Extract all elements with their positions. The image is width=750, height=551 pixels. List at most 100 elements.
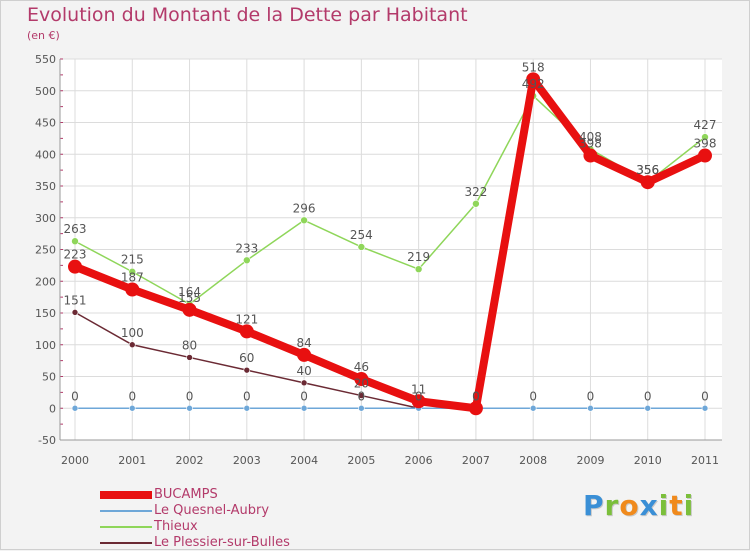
y-tick-label: 400 xyxy=(35,148,56,161)
legend-swatch-le-quesnel-aubry xyxy=(100,510,152,512)
data-label-thieux: 322 xyxy=(464,185,487,199)
data-point-bucamps xyxy=(583,148,598,163)
x-tick-label: 2001 xyxy=(118,454,146,467)
x-tick-label: 2010 xyxy=(634,454,662,467)
data-point-thieux xyxy=(357,243,366,251)
series-line-bucamps xyxy=(71,75,709,413)
data-label-bucamps: 46 xyxy=(354,360,369,374)
data-label-le-quesnel-aubry: 0 xyxy=(128,389,136,403)
data-label-bucamps: 398 xyxy=(694,137,717,151)
x-tick-label: 2002 xyxy=(176,454,204,467)
data-point-bucamps xyxy=(125,282,140,297)
data-label-thieux: 356 xyxy=(636,163,659,177)
data-point-thieux xyxy=(71,237,79,246)
logo-letter: i xyxy=(658,489,670,522)
data-label-le-quesnel-aubry: 0 xyxy=(71,389,79,403)
data-point-le-plessier-sur-bulles xyxy=(300,379,308,387)
data-label-thieux: 427 xyxy=(694,118,717,132)
data-point-bucamps xyxy=(698,148,712,163)
data-label-bucamps: 84 xyxy=(296,336,311,350)
data-point-le-quesnel-aubry xyxy=(358,404,365,412)
data-point-bucamps xyxy=(297,347,312,362)
x-tick-label: 2007 xyxy=(462,454,490,467)
data-label-le-quesnel-aubry: 0 xyxy=(529,389,537,403)
data-label-le-quesnel-aubry: 0 xyxy=(701,389,709,403)
data-point-le-quesnel-aubry xyxy=(587,404,594,412)
data-label-bucamps: 398 xyxy=(579,137,602,151)
y-tick-label: 200 xyxy=(35,275,56,288)
series-layer xyxy=(68,72,712,416)
data-point-bucamps xyxy=(354,372,369,387)
data-point-thieux xyxy=(243,256,251,265)
data-label-bucamps: 155 xyxy=(178,291,201,305)
data-label-thieux: 263 xyxy=(64,222,87,236)
logo-letter: r xyxy=(604,489,620,522)
data-point-bucamps xyxy=(526,72,541,87)
y-tick-label: 350 xyxy=(35,180,56,193)
data-point-thieux xyxy=(128,267,137,276)
data-label-thieux: 296 xyxy=(293,201,316,215)
proxiti-logo: Proxiti xyxy=(583,489,694,522)
data-label-le-quesnel-aubry: 0 xyxy=(300,389,308,403)
data-label-le-quesnel-aubry: 0 xyxy=(587,389,595,403)
logo-letter: x xyxy=(639,489,659,522)
data-point-le-plessier-sur-bulles xyxy=(71,309,79,316)
y-tick-label: 100 xyxy=(35,339,56,352)
data-label-le-plessier-sur-bulles: 151 xyxy=(64,293,87,307)
data-label-le-plessier-sur-bulles: 100 xyxy=(121,326,144,340)
data-point-thieux xyxy=(300,216,308,225)
x-tick-label: 2006 xyxy=(405,454,433,467)
data-point-thieux xyxy=(472,199,480,208)
data-label-le-plessier-sur-bulles: 60 xyxy=(239,351,254,365)
data-label-le-quesnel-aubry: 0 xyxy=(415,389,423,403)
data-label-bucamps: 11 xyxy=(411,382,426,396)
data-label-thieux: 233 xyxy=(235,241,258,255)
grid-layer xyxy=(60,58,722,441)
data-point-le-quesnel-aubry xyxy=(529,404,537,412)
legend-label-thieux: Thieux xyxy=(154,519,198,534)
data-label-bucamps: 356 xyxy=(636,163,659,177)
data-label-thieux: 492 xyxy=(522,77,545,91)
legend-label-le-quesnel-aubry: Le Quesnel-Aubry xyxy=(154,503,270,518)
data-point-bucamps xyxy=(411,394,426,409)
data-label-le-plessier-sur-bulles: 20 xyxy=(354,377,369,391)
data-label-thieux: 164 xyxy=(178,285,201,299)
data-label-thieux: 215 xyxy=(121,253,144,267)
y-tick-label: 450 xyxy=(35,117,56,130)
data-point-le-plessier-sur-bulles xyxy=(358,392,365,399)
y-tick-label: 550 xyxy=(35,53,56,66)
legend-swatch-thieux xyxy=(100,526,152,528)
data-label-bucamps: 518 xyxy=(522,60,545,74)
data-point-le-quesnel-aubry xyxy=(701,404,709,412)
data-label-bucamps: 121 xyxy=(235,312,258,326)
data-point-bucamps xyxy=(182,302,197,317)
data-point-le-plessier-sur-bulles xyxy=(128,341,136,349)
data-point-le-quesnel-aubry xyxy=(644,404,652,412)
y-tick-label: 150 xyxy=(35,307,56,320)
data-point-thieux xyxy=(414,265,423,273)
y-tick-label: 0 xyxy=(49,402,56,415)
data-label-le-quesnel-aubry: 0 xyxy=(472,389,480,403)
data-label-le-plessier-sur-bulles: 80 xyxy=(182,338,197,352)
x-tick-label: 2003 xyxy=(233,454,261,467)
data-point-le-quesnel-aubry xyxy=(300,404,308,412)
data-point-le-quesnel-aubry xyxy=(128,404,136,412)
logo-letter: P xyxy=(583,489,605,522)
data-point-le-plessier-sur-bulles xyxy=(243,366,251,374)
data-label-thieux: 219 xyxy=(407,250,430,264)
x-tick-label: 2005 xyxy=(347,454,375,467)
chart-title: Evolution du Montant de la Dette par Hab… xyxy=(27,4,468,26)
legend-label-bucamps: BUCAMPS xyxy=(154,487,218,502)
data-point-le-plessier-sur-bulles xyxy=(186,354,193,361)
data-label-bucamps: 187 xyxy=(121,271,144,285)
x-tick-label: 2000 xyxy=(61,454,89,467)
data-point-bucamps xyxy=(468,401,483,416)
legend-swatch-le-plessier-sur-bulles xyxy=(100,542,152,544)
logo-letter: t xyxy=(669,489,684,522)
data-point-le-quesnel-aubry xyxy=(243,404,251,412)
y-tick-label: 250 xyxy=(35,244,56,257)
data-label-le-quesnel-aubry: 0 xyxy=(644,389,652,403)
legend-label-le-plessier-sur-bulles: Le Plessier-sur-Bulles xyxy=(154,535,290,550)
